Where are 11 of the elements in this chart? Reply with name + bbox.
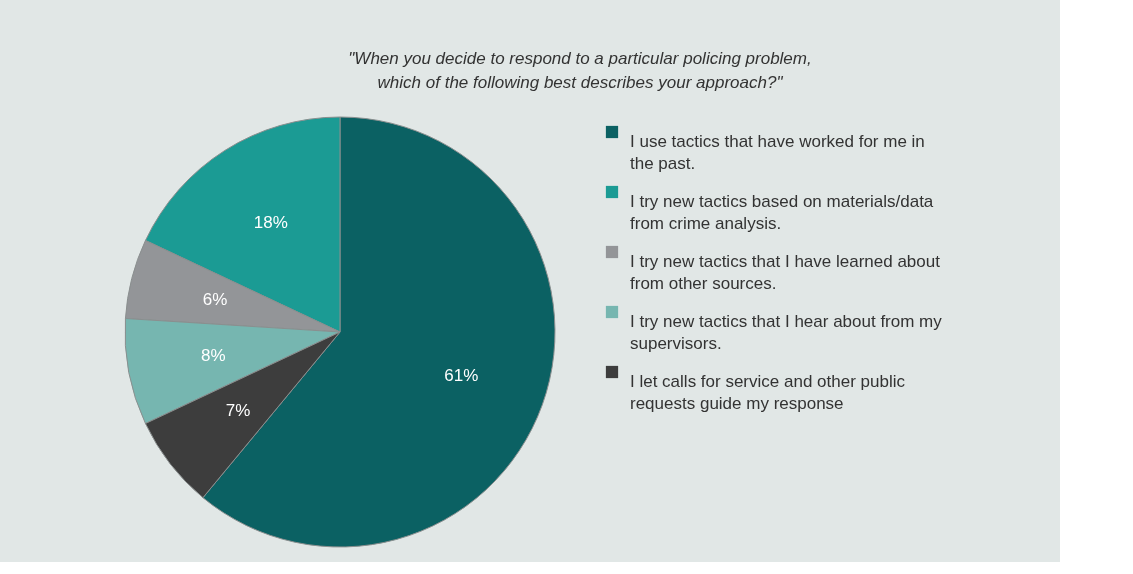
legend-label: I use tactics that have worked for me in the past. bbox=[630, 132, 925, 173]
data-label: 7% bbox=[225, 401, 251, 421]
data-label: 61% bbox=[444, 365, 479, 385]
legend-label: I try new tactics that I hear about from my supervisors. bbox=[630, 312, 943, 353]
data-label: 18% bbox=[253, 213, 288, 233]
legend-label: I try new tactics that I have learned about from other sources. bbox=[630, 252, 941, 293]
legend-label: I let calls for service and other public requests guide my response bbox=[630, 372, 906, 413]
chart-title: "When you decide to respond to a particular policing problem, which of the following best describes your approach?" bbox=[348, 49, 812, 92]
data-label: 6% bbox=[202, 289, 228, 309]
data-label: 8% bbox=[201, 346, 226, 366]
legend-label: I try new tactics based on materials/data from crime analysis. bbox=[630, 192, 934, 233]
